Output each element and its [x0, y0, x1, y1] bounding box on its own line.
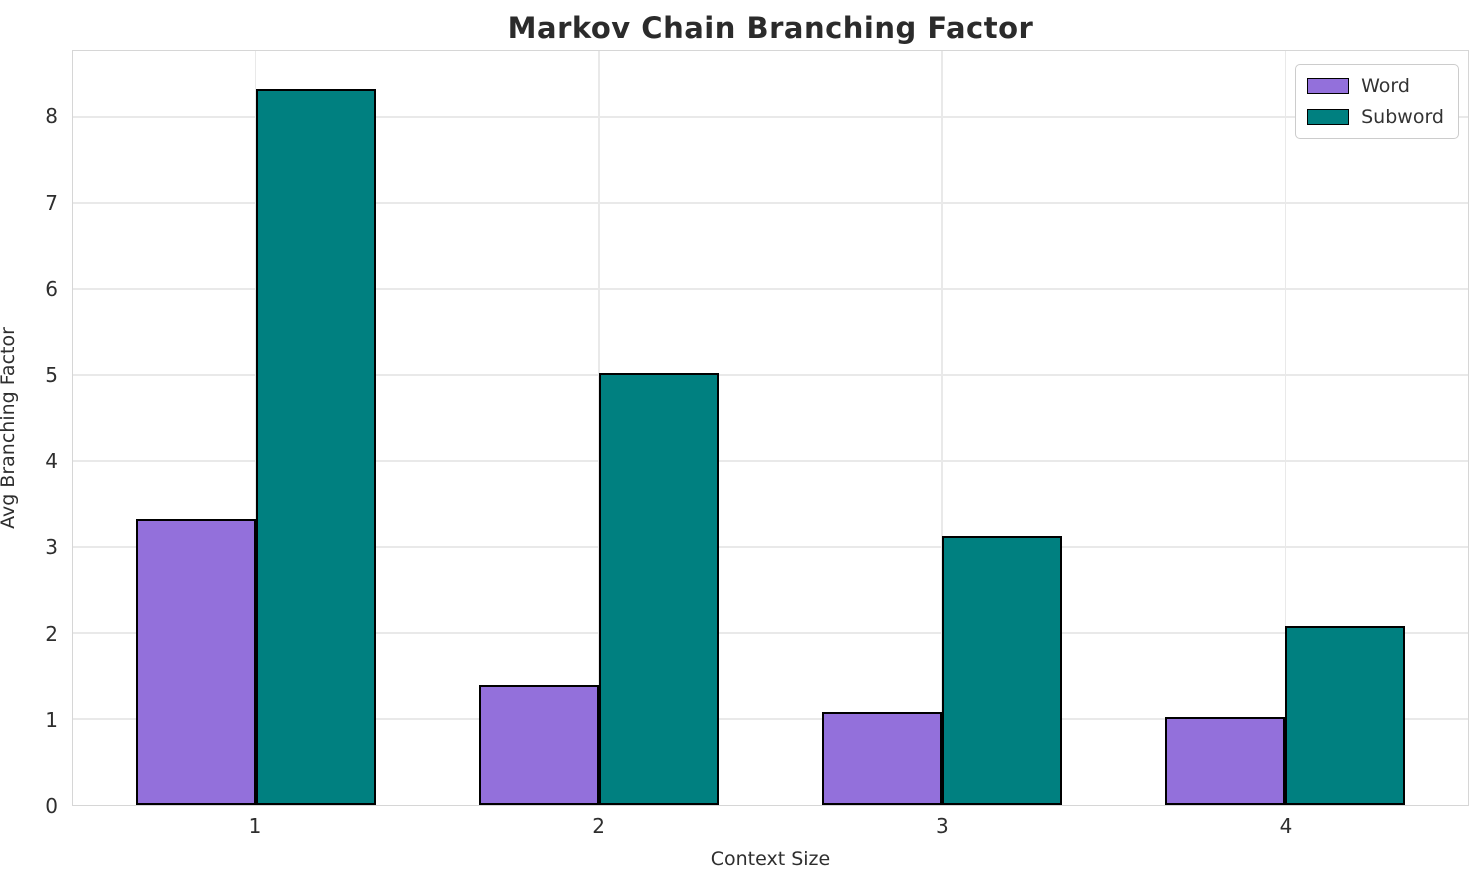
- y-tick-label-6: 6: [45, 276, 58, 301]
- y-tick-label-1: 1: [45, 707, 58, 732]
- bar-word-3: [822, 712, 943, 805]
- x-tick-label-3: 3: [935, 814, 949, 838]
- x-tick-label-1: 1: [248, 814, 262, 838]
- bar-subword-3: [942, 535, 1062, 805]
- y-tick-label-4: 4: [45, 449, 58, 474]
- x-tick-label-2: 2: [592, 814, 606, 838]
- chart-title: Markov Chain Branching Factor: [507, 11, 1034, 45]
- legend-label-word: Word: [1361, 75, 1410, 97]
- legend-item-subword: Subword: [1307, 105, 1444, 129]
- h-gridline-2: [73, 632, 1468, 634]
- x-tick-label-4: 4: [1279, 814, 1293, 838]
- legend: Word Subword: [1295, 64, 1459, 139]
- bar-subword-4: [1285, 626, 1406, 805]
- x-axis-ticks: 1 2 3 4: [72, 814, 1469, 844]
- y-tick-label-0: 0: [45, 794, 58, 818]
- bars-layer: [73, 51, 1468, 805]
- legend-swatch-subword: [1307, 109, 1350, 125]
- h-gridline-1: [73, 718, 1468, 720]
- h-gridline-8: [73, 116, 1468, 118]
- y-axis-label: Avg Branching Factor: [0, 327, 19, 529]
- legend-label-subword: Subword: [1361, 106, 1444, 128]
- y-tick-label-3: 3: [45, 535, 58, 560]
- bar-word-2: [479, 684, 599, 805]
- h-gridline-7: [73, 202, 1468, 204]
- y-tick-label-7: 7: [45, 190, 58, 215]
- bar-subword-1: [255, 88, 376, 805]
- y-tick-label-8: 8: [45, 104, 58, 129]
- y-tick-label-2: 2: [45, 621, 58, 646]
- h-gridline-5: [73, 374, 1468, 376]
- bar-word-4: [1165, 717, 1286, 805]
- h-gridline-4: [73, 460, 1468, 462]
- v-gridline-4: [1284, 51, 1286, 805]
- plot-area: Word Subword: [72, 50, 1469, 806]
- bar-subword-2: [598, 373, 719, 805]
- bar-word-1: [135, 518, 256, 805]
- h-gridline-6: [73, 288, 1468, 290]
- y-axis-ticks: 0 1 2 3 4 5 6 7 8: [0, 50, 58, 818]
- v-gridline-3: [941, 51, 943, 805]
- y-tick-label-5: 5: [45, 363, 58, 387]
- legend-item-word: Word: [1307, 74, 1444, 98]
- x-axis-label: Context Size: [710, 848, 831, 870]
- h-gridline-3: [73, 546, 1468, 548]
- legend-swatch-word: [1307, 78, 1350, 94]
